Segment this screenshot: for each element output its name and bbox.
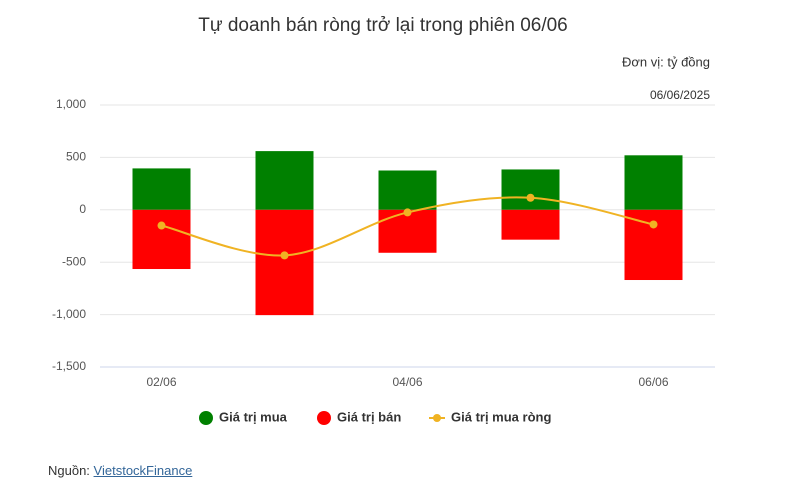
- legend-label: Giá trị mua: [219, 409, 288, 424]
- legend-label: Giá trị mua ròng: [451, 409, 551, 424]
- y-tick-label: 1,000: [56, 97, 86, 111]
- x-tick-label: 04/06: [392, 375, 422, 389]
- chart-title: Tự doanh bán ròng trở lại trong phiên 06…: [198, 15, 568, 36]
- y-tick-label: -1,000: [52, 307, 86, 321]
- bar: [378, 209, 437, 253]
- chart: Tự doanh bán ròng trở lại trong phiên 06…: [52, 15, 715, 425]
- bar: [255, 209, 314, 316]
- bar: [624, 209, 683, 281]
- bar: [132, 168, 191, 210]
- bar: [378, 170, 437, 210]
- point: [649, 220, 658, 229]
- unit-label: Đơn vị: tỷ đồng: [622, 54, 710, 69]
- legend-symbol: [199, 411, 213, 425]
- bar: [501, 169, 560, 210]
- bar: [132, 209, 191, 270]
- source: Nguồn: VietstockFinance: [48, 463, 192, 478]
- point: [157, 221, 166, 230]
- y-tick-label: 500: [66, 150, 86, 164]
- y-tick-label: -500: [62, 254, 86, 268]
- y-tick-label: -1,500: [52, 359, 86, 373]
- date-label: 06/06/2025: [650, 88, 710, 102]
- y-tick-label: 0: [79, 202, 86, 216]
- point: [526, 193, 535, 202]
- bar: [255, 151, 314, 210]
- bar: [624, 155, 683, 210]
- legend-symbol: [433, 414, 441, 422]
- legend-symbol: [317, 411, 331, 425]
- bar: [501, 209, 560, 240]
- point: [403, 208, 412, 217]
- source-label: Nguồn:: [48, 463, 90, 478]
- legend-label: Giá trị bán: [337, 409, 401, 424]
- point: [280, 251, 289, 260]
- source-link[interactable]: VietstockFinance: [93, 463, 193, 478]
- x-tick-label: 02/06: [146, 375, 176, 389]
- x-tick-label: 06/06: [638, 375, 668, 389]
